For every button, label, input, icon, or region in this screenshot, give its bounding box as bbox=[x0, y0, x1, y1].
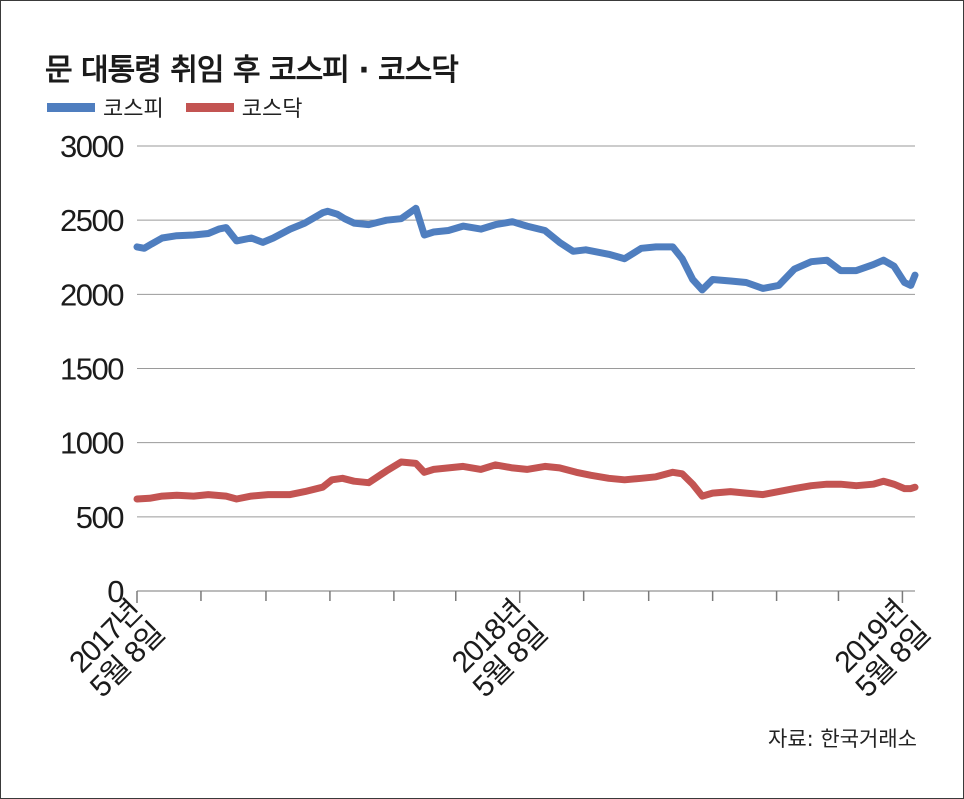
x-tick-label: 2019년5월 8일 bbox=[827, 595, 936, 704]
legend-label-kospi: 코스피 bbox=[103, 97, 164, 122]
y-tick-label: 2500 bbox=[60, 203, 124, 238]
y-tick-label: 2000 bbox=[60, 277, 124, 312]
y-tick-label: 3000 bbox=[60, 129, 124, 164]
legend-label-kosdaq: 코스닥 bbox=[241, 97, 303, 122]
x-tick-label: 2018년5월 8일 bbox=[444, 595, 553, 704]
y-tick-label: 1500 bbox=[60, 352, 124, 387]
y-tick-label: 0 bbox=[107, 574, 124, 609]
chart-legend: 코스피 코스닥 bbox=[47, 91, 324, 123]
series-line-kospi bbox=[133, 204, 919, 294]
legend-item-kosdaq: 코스닥 bbox=[185, 91, 303, 123]
series-line-kosdaq bbox=[133, 458, 919, 503]
source-note: 자료: 한국거래소 bbox=[768, 727, 917, 751]
legend-swatch-kosdaq bbox=[185, 102, 234, 112]
chart-title: 문 대통령 취임 후 코스피 · 코스닥 bbox=[45, 53, 459, 88]
y-tick-label: 500 bbox=[76, 500, 124, 535]
x-tick-label: 2017년5월 8일 bbox=[61, 595, 170, 704]
y-tick-label: 1000 bbox=[60, 426, 124, 461]
legend-swatch-kospi bbox=[47, 102, 95, 112]
legend-item-kospi: 코스피 bbox=[47, 91, 164, 123]
